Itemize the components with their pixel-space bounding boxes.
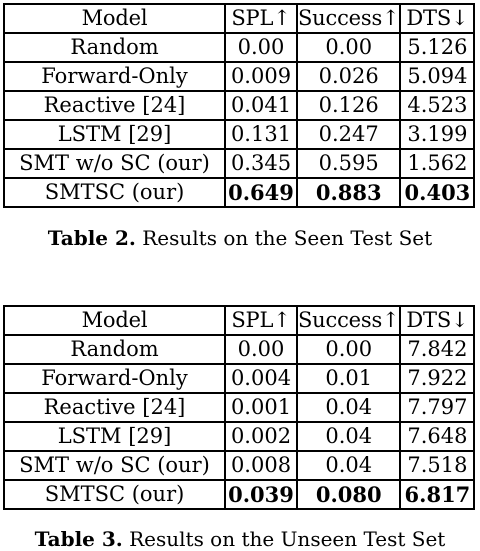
table-row: SMTSC (our) 0.039 0.080 6.817	[3, 479, 476, 510]
header-spl: SPL↑	[224, 3, 298, 34]
cell-success: 0.04	[295, 392, 402, 423]
cell-success: 0.026	[295, 61, 402, 92]
cell-dts: 4.523	[399, 90, 476, 121]
cell-success: 0.595	[295, 148, 402, 179]
header-success: Success↑	[295, 305, 402, 336]
cell-spl: 0.00	[224, 32, 298, 63]
cell-model: Forward-Only	[3, 61, 226, 92]
cell-spl: 0.002	[224, 421, 298, 452]
cell-success: 0.04	[295, 450, 402, 481]
table-row: LSTM [29] 0.002 0.04 7.648	[3, 421, 476, 452]
cell-dts: 6.817	[399, 479, 476, 510]
seen-results-table: Model SPL↑ Success↑ DTS↓ Random 0.00 0.0…	[3, 3, 476, 208]
table-row: SMT w/o SC (our) 0.008 0.04 7.518	[3, 450, 476, 481]
cell-dts: 7.797	[399, 392, 476, 423]
cell-dts: 3.199	[399, 119, 476, 150]
cell-success: 0.00	[295, 334, 402, 365]
cell-dts: 7.922	[399, 363, 476, 394]
cell-dts: 1.562	[399, 148, 476, 179]
cell-dts: 7.518	[399, 450, 476, 481]
caption-text: Results on the Seen Test Set	[135, 226, 433, 250]
table-header-row: Model SPL↑ Success↑ DTS↓	[3, 305, 476, 336]
cell-spl: 0.004	[224, 363, 298, 394]
cell-success: 0.080	[295, 479, 402, 510]
table-row: Forward-Only 0.009 0.026 5.094	[3, 61, 476, 92]
cell-model: Random	[3, 334, 226, 365]
header-model: Model	[3, 3, 226, 34]
caption-text: Results on the Unseen Test Set	[122, 527, 446, 551]
table-caption: Table 3. Results on the Unseen Test Set	[0, 529, 480, 549]
header-dts: DTS↓	[399, 305, 476, 336]
cell-dts: 7.648	[399, 421, 476, 452]
table-row: SMTSC (our) 0.649 0.883 0.403	[3, 177, 476, 208]
cell-dts: 0.403	[399, 177, 476, 208]
cell-spl: 0.009	[224, 61, 298, 92]
cell-dts: 5.126	[399, 32, 476, 63]
cell-success: 0.126	[295, 90, 402, 121]
table-row: Forward-Only 0.004 0.01 7.922	[3, 363, 476, 394]
cell-model: Forward-Only	[3, 363, 226, 394]
cell-spl: 0.00	[224, 334, 298, 365]
cell-model: SMT w/o SC (our)	[3, 148, 226, 179]
cell-spl: 0.041	[224, 90, 298, 121]
header-dts: DTS↓	[399, 3, 476, 34]
cell-spl: 0.008	[224, 450, 298, 481]
unseen-results-table: Model SPL↑ Success↑ DTS↓ Random 0.00 0.0…	[3, 305, 476, 510]
cell-model: Reactive [24]	[3, 392, 226, 423]
cell-spl: 0.345	[224, 148, 298, 179]
cell-success: 0.00	[295, 32, 402, 63]
table-row: Reactive [24] 0.001 0.04 7.797	[3, 392, 476, 423]
header-model: Model	[3, 305, 226, 336]
cell-model: LSTM [29]	[3, 421, 226, 452]
cell-spl: 0.131	[224, 119, 298, 150]
cell-model: SMT w/o SC (our)	[3, 450, 226, 481]
table-row: Random 0.00 0.00 5.126	[3, 32, 476, 63]
cell-success: 0.247	[295, 119, 402, 150]
cell-model: LSTM [29]	[3, 119, 226, 150]
cell-spl: 0.039	[224, 479, 298, 510]
cell-spl: 0.001	[224, 392, 298, 423]
cell-model: Reactive [24]	[3, 90, 226, 121]
cell-dts: 5.094	[399, 61, 476, 92]
cell-dts: 7.842	[399, 334, 476, 365]
header-success: Success↑	[295, 3, 402, 34]
table-header-row: Model SPL↑ Success↑ DTS↓	[3, 3, 476, 34]
table-row: Random 0.00 0.00 7.842	[3, 334, 476, 365]
table-row: Reactive [24] 0.041 0.126 4.523	[3, 90, 476, 121]
caption-label: Table 3.	[34, 527, 123, 551]
caption-label: Table 2.	[47, 226, 136, 250]
table-row: LSTM [29] 0.131 0.247 3.199	[3, 119, 476, 150]
cell-spl: 0.649	[224, 177, 298, 208]
cell-success: 0.04	[295, 421, 402, 452]
cell-success: 0.01	[295, 363, 402, 394]
cell-model: Random	[3, 32, 226, 63]
table-caption: Table 2. Results on the Seen Test Set	[0, 228, 480, 248]
cell-model: SMTSC (our)	[3, 177, 226, 208]
header-spl: SPL↑	[224, 305, 298, 336]
table-row: SMT w/o SC (our) 0.345 0.595 1.562	[3, 148, 476, 179]
cell-model: SMTSC (our)	[3, 479, 226, 510]
cell-success: 0.883	[295, 177, 402, 208]
